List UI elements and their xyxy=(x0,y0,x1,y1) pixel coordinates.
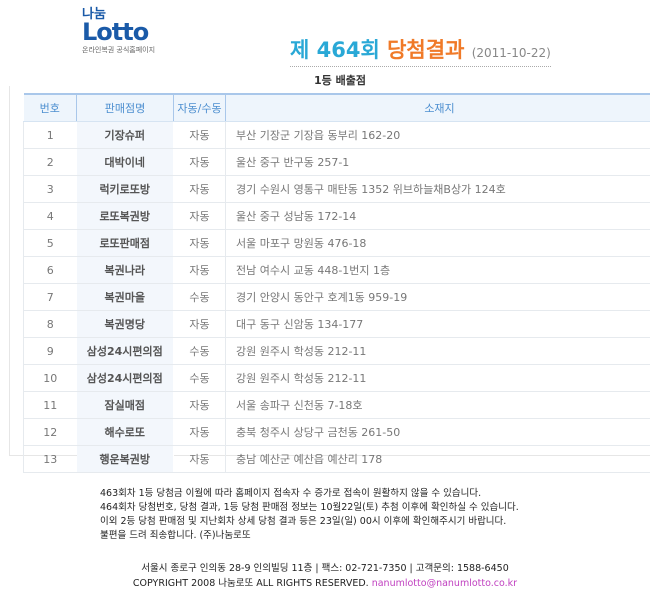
row-number: 5 xyxy=(23,229,77,257)
row-number: 4 xyxy=(23,202,77,230)
table-row: 10 삼성24시편의점 수동 강원 원주시 학성동 212-11 xyxy=(23,364,650,392)
store-name: 럭키로또방 xyxy=(76,175,174,203)
table-row: 2 대박이네 자동 울산 중구 반구동 257-1 xyxy=(23,148,650,176)
column-header-store: 판매점명 xyxy=(76,93,174,122)
table-row: 12 해수로또 자동 충북 청주시 상당구 금천동 261-50 xyxy=(23,418,650,446)
store-name: 복권나라 xyxy=(76,256,174,284)
notice: 463회차 1등 당첨금 이월에 따라 홈페이지 접속자 수 증가로 접속이 원… xyxy=(100,487,519,543)
column-header-type: 자동/수동 xyxy=(173,93,226,122)
table-row: 13 행운복권방 자동 충남 예산군 예산읍 예산리 178 xyxy=(23,445,650,473)
row-number: 3 xyxy=(23,175,77,203)
selection-type: 자동 xyxy=(173,391,226,419)
table-row: 11 잠실매점 자동 서울 송파구 신천동 7-18호 xyxy=(23,391,650,419)
store-address: 울산 중구 성남동 172-14 xyxy=(225,202,650,230)
store-name: 잠실매점 xyxy=(76,391,174,419)
store-name: 복권명당 xyxy=(76,310,174,338)
selection-type: 자동 xyxy=(173,121,226,149)
store-name: 삼성24시편의점 xyxy=(76,337,174,365)
store-address: 충남 예산군 예산읍 예산리 178 xyxy=(225,445,650,473)
footer-email-link[interactable]: nanumlotto@nanumlotto.co.kr xyxy=(371,578,518,589)
selection-type: 자동 xyxy=(173,229,226,257)
winning-stores-table: 번호 판매점명 자동/수동 소재지 1 기장슈퍼 자동 부산 기장군 기장읍 동부리 … xyxy=(23,93,650,473)
store-name: 대박이네 xyxy=(76,148,174,176)
store-address: 경기 안양시 동안구 호계1동 959-19 xyxy=(225,283,650,311)
notice-line: 463회차 1등 당첨금 이월에 따라 홈페이지 접속자 수 증가로 접속이 원… xyxy=(100,488,482,499)
nanum-lotto-logo[interactable]: 나눔 Lotto 온라인복권 공식홈페이지 xyxy=(82,8,172,55)
selection-type: 자동 xyxy=(173,148,226,176)
notice-line: 464회차 당첨번호, 당첨 결과, 1등 당첨 판매점 정보는 10월22일(… xyxy=(100,502,519,513)
table-row: 6 복권나라 자동 전남 여수시 교동 448-1번지 1층 xyxy=(23,256,650,284)
row-number: 6 xyxy=(23,256,77,284)
row-number: 8 xyxy=(23,310,77,338)
selection-type: 자동 xyxy=(173,202,226,230)
logo-korean: 나눔 xyxy=(82,7,106,22)
footer-copyright: COPYRIGHT 2008 나눔로또 ALL RIGHTS RESERVED. xyxy=(132,578,369,589)
store-name: 삼성24시편의점 xyxy=(76,364,174,392)
logo-tagline: 온라인복권 공식홈페이지 xyxy=(82,46,156,54)
row-number: 1 xyxy=(23,121,77,149)
draw-date: (2011-10-22) xyxy=(471,46,551,60)
store-address: 대구 동구 신암동 134-177 xyxy=(225,310,650,338)
selection-type: 자동 xyxy=(173,445,226,473)
store-name: 복권마을 xyxy=(76,283,174,311)
store-address: 경기 수원시 영통구 매탄동 1352 위브하늘채B상가 124호 xyxy=(225,175,650,203)
row-number: 12 xyxy=(23,418,77,446)
store-address: 강원 원주시 학성동 212-11 xyxy=(225,337,650,365)
result-label: 당첨결과 xyxy=(387,38,465,62)
store-address: 충북 청주시 상당구 금천동 261-50 xyxy=(225,418,650,446)
table-row: 7 복권마을 수동 경기 안양시 동안구 호계1동 959-19 xyxy=(23,283,650,311)
table-row: 5 로또판매점 자동 서울 마포구 망원동 476-18 xyxy=(23,229,650,257)
column-header-address: 소재지 xyxy=(225,93,650,122)
row-number: 11 xyxy=(23,391,77,419)
footer-address: 서울시 종로구 인의동 28-9 인의빌딩 11층 | 팩스: 02-721-7… xyxy=(141,563,509,574)
selection-type: 자동 xyxy=(173,310,226,338)
selection-type: 자동 xyxy=(173,175,226,203)
row-number: 9 xyxy=(23,337,77,365)
store-address: 전남 여수시 교동 448-1번지 1층 xyxy=(225,256,650,284)
store-address: 부산 기장군 기장읍 동부리 162-20 xyxy=(225,121,650,149)
table-row: 4 로또복권방 자동 울산 중구 성남동 172-14 xyxy=(23,202,650,230)
draw-number: 제 464회 xyxy=(290,38,380,62)
table-row: 8 복권명당 자동 대구 동구 신암동 134-177 xyxy=(23,310,650,338)
store-address: 강원 원주시 학성동 212-11 xyxy=(225,364,650,392)
section-title: 1등 배출점 xyxy=(314,74,366,87)
row-number: 13 xyxy=(23,445,77,473)
row-number: 2 xyxy=(23,148,77,176)
table-row: 9 삼성24시편의점 수동 강원 원주시 학성동 212-11 xyxy=(23,337,650,365)
page-title: 제 464회 당첨결과 (2011-10-22) xyxy=(290,34,551,67)
column-header-number: 번호 xyxy=(23,93,77,122)
notice-line: 불편을 드려 죄송합니다. (주)나눔로또 xyxy=(100,530,251,541)
store-name: 행운복권방 xyxy=(76,445,174,473)
store-address: 울산 중구 반구동 257-1 xyxy=(225,148,650,176)
selection-type: 자동 xyxy=(173,418,226,446)
logo-lotto: Lotto xyxy=(82,18,149,46)
store-name: 기장슈퍼 xyxy=(76,121,174,149)
row-number: 10 xyxy=(23,364,77,392)
table-row: 3 럭키로또방 자동 경기 수원시 영통구 매탄동 1352 위브하늘채B상가 124… xyxy=(23,175,650,203)
notice-line: 이외 2등 당첨 판매점 및 지난회차 상세 당첨 결과 등은 23일(일) 0… xyxy=(100,516,507,527)
store-name: 로또판매점 xyxy=(76,229,174,257)
store-address: 서울 송파구 신천동 7-18호 xyxy=(225,391,650,419)
footer: 서울시 종로구 인의동 28-9 인의빌딩 11층 | 팩스: 02-721-7… xyxy=(0,561,650,591)
table-row: 1 기장슈퍼 자동 부산 기장군 기장읍 동부리 162-20 xyxy=(23,121,650,149)
row-number: 7 xyxy=(23,283,77,311)
store-address: 서울 마포구 망원동 476-18 xyxy=(225,229,650,257)
store-name: 해수로또 xyxy=(76,418,174,446)
selection-type: 수동 xyxy=(173,337,226,365)
store-name: 로또복권방 xyxy=(76,202,174,230)
selection-type: 수동 xyxy=(173,364,226,392)
selection-type: 수동 xyxy=(173,283,226,311)
selection-type: 자동 xyxy=(173,256,226,284)
